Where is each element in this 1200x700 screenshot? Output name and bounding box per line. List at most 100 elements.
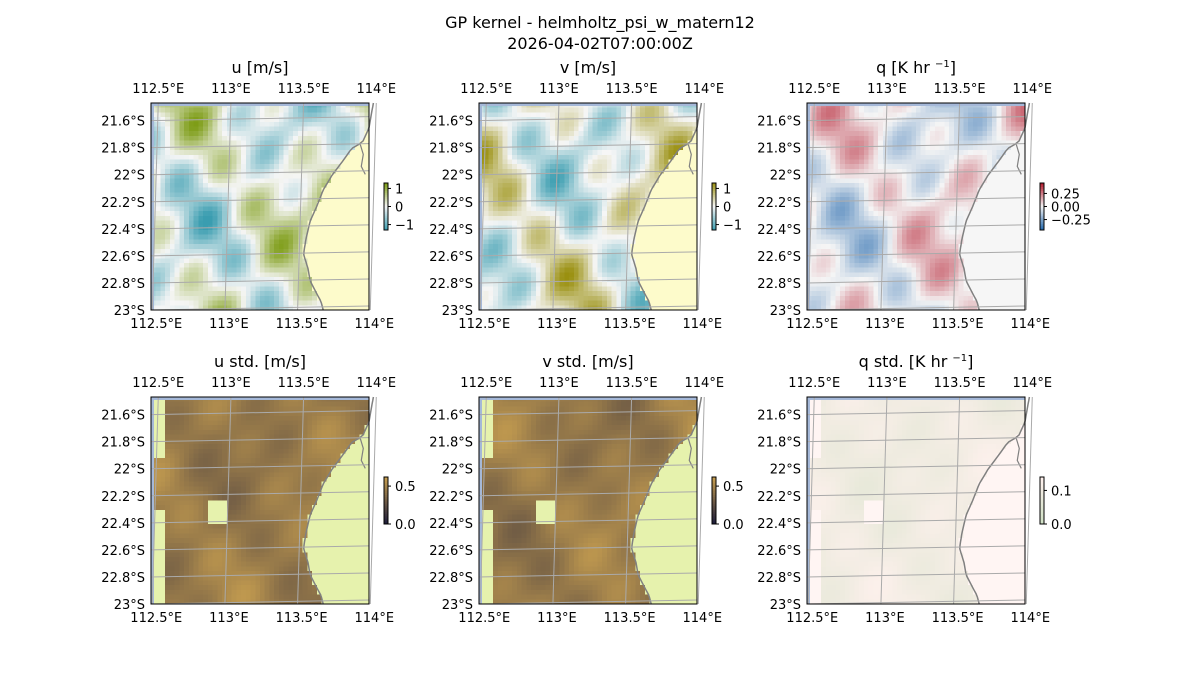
- ocean-edge: [479, 103, 697, 106]
- heatmap-cell: [906, 173, 912, 179]
- heatmap-cell: [640, 206, 646, 212]
- heatmap-cell: [630, 135, 636, 142]
- heatmap-cell: [564, 192, 570, 198]
- heatmap-cell: [260, 121, 266, 127]
- heatmap-cell: [231, 262, 237, 269]
- heatmap-cell: [949, 178, 955, 184]
- heatmap-cell: [226, 267, 232, 273]
- heatmap-cell: [297, 286, 304, 292]
- heatmap-cell: [483, 248, 489, 254]
- lat-tick-label: 22.8°S: [101, 277, 145, 292]
- heatmap-cell: [512, 178, 518, 184]
- heatmap-cell: [165, 291, 171, 297]
- heatmap-cell: [274, 168, 280, 174]
- heatmap-cell: [830, 168, 836, 174]
- heatmap-cell: [302, 281, 308, 287]
- heatmap-cell: [359, 239, 365, 245]
- heatmap-cell: [269, 220, 275, 226]
- heatmap-cell: [288, 107, 294, 113]
- heatmap-cell: [588, 300, 594, 306]
- heatmap-cell: [278, 215, 285, 222]
- heatmap-cell: [283, 272, 289, 278]
- heatmap-cell: [573, 192, 579, 198]
- heatmap-cell: [316, 131, 323, 137]
- heatmap-cell: [550, 267, 556, 273]
- heatmap-cell: [526, 182, 532, 189]
- heatmap-cell: [996, 131, 1002, 137]
- heatmap-cell: [241, 253, 247, 259]
- heatmap-cell: [354, 150, 360, 156]
- heatmap-cell: [621, 220, 627, 226]
- heatmap-cell: [687, 140, 693, 146]
- heatmap-cell: [830, 140, 836, 146]
- heatmap-cell: [203, 164, 209, 170]
- heatmap-cell: [682, 244, 688, 250]
- lat-tick-label: 22.4°S: [429, 223, 473, 238]
- heatmap-cell: [217, 244, 223, 250]
- heatmap-cell: [640, 295, 646, 301]
- heatmap-cell: [483, 262, 489, 269]
- heatmap-cell: [583, 272, 589, 278]
- heatmap-cell: [611, 215, 617, 222]
- heatmap-cell: [882, 126, 888, 132]
- heatmap-cell: [354, 272, 360, 278]
- heatmap-cell: [597, 159, 603, 165]
- heatmap-cell: [155, 178, 161, 184]
- heatmap-cell: [583, 178, 589, 184]
- heatmap-cell: [288, 234, 294, 240]
- heatmap-cell: [293, 286, 299, 292]
- heatmap-cell: [488, 286, 494, 292]
- lat-tick-label: 21.6°S: [101, 115, 145, 130]
- heatmap-cell: [516, 206, 523, 212]
- heatmap-cell: [1006, 107, 1012, 113]
- heatmap-cell: [916, 107, 922, 113]
- heatmap-cell: [925, 117, 931, 123]
- heatmap-cell: [540, 234, 546, 240]
- heatmap-cell: [507, 164, 513, 170]
- heatmap-cell: [293, 272, 299, 278]
- heatmap-cell: [364, 225, 370, 231]
- heatmap-cell: [198, 281, 204, 287]
- heatmap-cell: [340, 178, 346, 184]
- heatmap-cell: [897, 159, 903, 165]
- heatmap-cell: [269, 295, 275, 301]
- heatmap-cell: [531, 258, 537, 264]
- heatmap-cell: [673, 192, 679, 198]
- heatmap-cell: [934, 131, 941, 137]
- heatmap-cell: [340, 140, 346, 146]
- heatmap-cell: [687, 277, 693, 283]
- heatmap-cell: [887, 112, 893, 118]
- heatmap-cell: [901, 107, 907, 113]
- heatmap-cell: [825, 121, 832, 127]
- heatmap-cell: [188, 126, 195, 132]
- heatmap-cell: [236, 201, 242, 207]
- heatmap-cell: [312, 187, 318, 193]
- heatmap-cell: [260, 187, 266, 193]
- heatmap-cell: [350, 230, 356, 236]
- heatmap-cell: [316, 107, 323, 113]
- heatmap-cell: [873, 164, 879, 170]
- heatmap-cell: [682, 178, 688, 184]
- heatmap-cell: [554, 187, 560, 193]
- heatmap-cell: [597, 211, 603, 217]
- heatmap-cell: [222, 107, 228, 113]
- heatmap-cell: [316, 239, 323, 245]
- heatmap-cell: [293, 305, 299, 311]
- heatmap-cell: [245, 131, 251, 137]
- heatmap-cell: [502, 135, 508, 142]
- heatmap-cell: [359, 197, 365, 203]
- heatmap-cell: [245, 215, 251, 222]
- heatmap-cell: [606, 253, 613, 259]
- heatmap-cell: [312, 267, 318, 273]
- heatmap-cell: [545, 154, 551, 160]
- heatmap-cell: [350, 178, 356, 184]
- heatmap-cell: [241, 159, 247, 165]
- heatmap-cell: [364, 173, 370, 179]
- heatmap-cell: [578, 117, 584, 123]
- heatmap-cell: [649, 150, 655, 156]
- heatmap-cell: [602, 187, 608, 193]
- heatmap-cell: [297, 291, 304, 297]
- heatmap-cell: [293, 145, 299, 151]
- heatmap-cell: [602, 215, 608, 222]
- heatmap-cell: [493, 258, 499, 264]
